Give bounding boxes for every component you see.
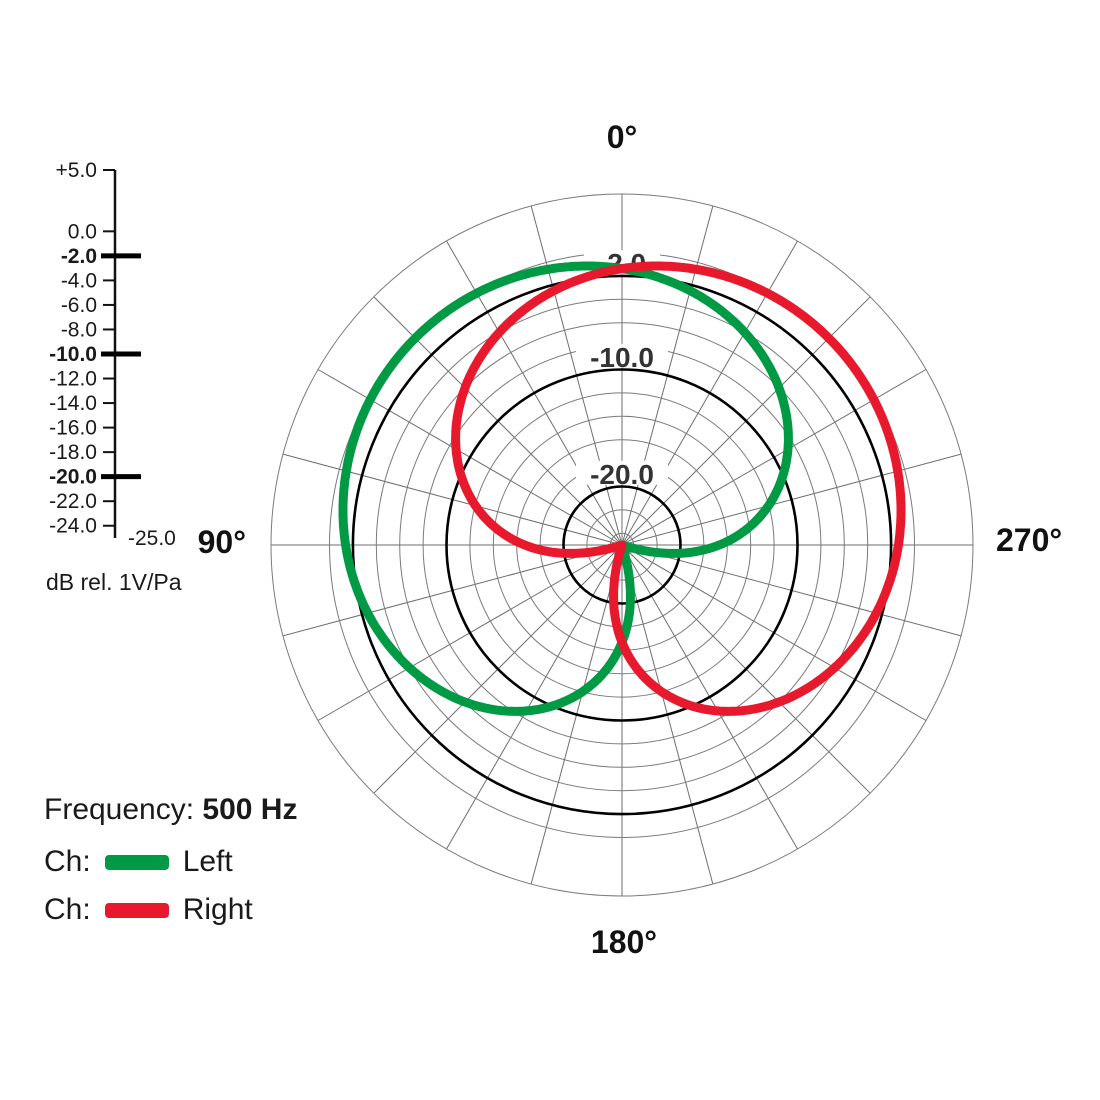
angle-label-270: 270°	[996, 522, 1062, 558]
db-tick-label: -10.0	[49, 343, 97, 366]
grid-ring	[562, 485, 682, 605]
db-tick-label: -22.0	[49, 490, 97, 513]
db-tick-label: -16.0	[49, 417, 97, 440]
ring-labels: -2.0-10.0-20.0	[576, 248, 668, 490]
frequency-row: Frequency: 500 Hz	[44, 793, 297, 827]
response-curves	[338, 261, 906, 716]
db-tick-label: -24.0	[49, 515, 97, 538]
db-tick-label: -20.0	[49, 466, 97, 489]
ring-label: -20.0	[590, 459, 654, 490]
angle-label-0: 0°	[607, 119, 638, 155]
db-axis: +5.00.0-2.0-4.0-6.0-8.0-10.0-12.0-14.0-1…	[49, 159, 141, 538]
angle-label-180: 180°	[591, 924, 657, 960]
grid-ring	[351, 274, 893, 816]
db-tick-label: -8.0	[61, 318, 97, 341]
db-tick-label: -2.0	[61, 245, 97, 268]
grid-ring	[375, 298, 869, 792]
db-tick-label: -6.0	[61, 294, 97, 317]
left-channel-curve	[338, 261, 793, 716]
db-tick-label: 0.0	[68, 220, 97, 243]
db-tick-label: -4.0	[61, 269, 97, 292]
db-tick-label: -18.0	[49, 441, 97, 464]
db-axis-unit-label: dB rel. 1V/Pa	[46, 569, 182, 595]
right-channel-swatch	[104, 902, 169, 918]
legend: Frequency: 500 Hz Ch: Left Ch: Right	[44, 793, 297, 941]
grid-ring	[445, 368, 799, 722]
grid-ring	[469, 392, 775, 698]
db-tick-label: +5.0	[56, 159, 97, 182]
right-channel-curve	[451, 261, 906, 716]
left-channel-swatch	[104, 854, 169, 870]
db-axis-min-label: -25.0	[128, 527, 176, 550]
right-channel-label: Ch:	[44, 893, 91, 926]
ring-label-bg	[576, 343, 668, 368]
grid-ring	[399, 322, 845, 768]
legend-row-right: Ch: Right	[44, 893, 297, 927]
left-channel-name: Left	[182, 845, 233, 878]
frequency-label: Frequency:	[44, 793, 195, 826]
grid-ring	[586, 509, 658, 581]
left-channel-label: Ch:	[44, 845, 91, 878]
db-tick-label: -14.0	[49, 392, 97, 415]
grid-ring	[270, 193, 974, 897]
right-channel-name: Right	[182, 893, 253, 926]
frequency-value: 500 Hz	[202, 793, 298, 826]
ring-label: -10.0	[590, 342, 654, 373]
angle-label-90: 90°	[198, 524, 246, 560]
ring-label-bg	[576, 460, 668, 485]
grid-ring	[492, 415, 752, 675]
db-tick-label: -12.0	[49, 368, 97, 391]
legend-row-left: Ch: Left	[44, 845, 297, 879]
